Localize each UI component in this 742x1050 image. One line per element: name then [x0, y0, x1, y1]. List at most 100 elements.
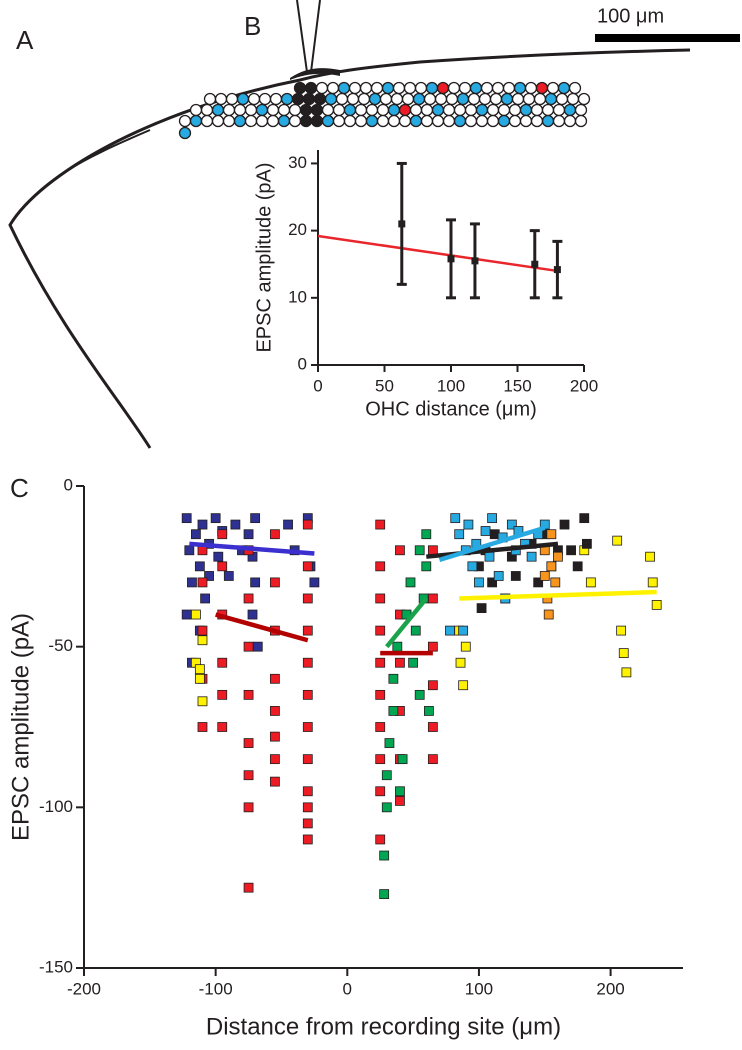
hair-cell — [310, 114, 324, 128]
hair-cell — [456, 92, 470, 106]
point — [252, 641, 263, 652]
fit-line — [317, 234, 558, 273]
hair-cell — [255, 103, 269, 117]
point — [572, 561, 583, 572]
y-tick-label: 20 — [288, 220, 307, 239]
fit-line — [459, 589, 657, 601]
point — [375, 593, 386, 604]
hair-cell — [541, 103, 555, 117]
hair-cell — [491, 81, 505, 95]
point — [553, 551, 563, 562]
point — [388, 706, 399, 716]
hair-cell — [464, 114, 478, 128]
x-tick-label: 0 — [313, 376, 322, 395]
point — [375, 561, 386, 572]
point — [531, 260, 539, 268]
hair-cell — [497, 103, 511, 117]
x-tick-label: -200 — [67, 979, 101, 998]
hair-cell — [434, 92, 448, 106]
hair-cell — [390, 92, 404, 106]
point — [250, 513, 261, 524]
point — [506, 519, 517, 530]
hair-cell — [343, 103, 357, 117]
hair-cell — [412, 92, 426, 106]
x-tick-label: -100 — [199, 979, 233, 998]
hair-cell — [321, 103, 335, 117]
point — [384, 738, 395, 748]
point — [302, 625, 313, 636]
point — [197, 722, 208, 732]
hair-cells — [178, 81, 591, 140]
point — [414, 545, 425, 556]
y-tick-label: 10 — [288, 287, 307, 306]
point — [375, 722, 386, 732]
point — [581, 538, 592, 549]
hair-cell — [313, 92, 327, 106]
hair-cell — [568, 81, 582, 95]
point — [487, 513, 498, 524]
hair-cell — [233, 103, 247, 117]
hair-cell — [315, 81, 329, 95]
hair-cell — [555, 92, 569, 106]
hair-cell — [533, 92, 547, 106]
point — [197, 696, 208, 707]
hair-cell — [431, 114, 445, 128]
point — [414, 689, 425, 700]
hair-cell — [178, 114, 192, 128]
fit-line — [438, 525, 546, 563]
point — [243, 802, 254, 813]
point — [217, 561, 228, 572]
hair-cell — [508, 114, 522, 128]
hair-cell — [442, 114, 456, 128]
hair-cell — [258, 92, 272, 106]
hair-cell — [354, 114, 368, 128]
point — [645, 551, 655, 562]
hair-cell — [288, 114, 302, 128]
point — [458, 625, 469, 636]
hair-cell — [469, 81, 483, 95]
hair-cell — [489, 92, 503, 106]
point — [421, 561, 432, 572]
point — [454, 529, 465, 540]
x-axis-label: Distance from recording site (μm) — [206, 1013, 561, 1040]
hair-cell — [392, 81, 406, 95]
point — [375, 519, 386, 530]
panel-label: C — [10, 473, 29, 503]
point — [621, 667, 632, 678]
hair-cell — [544, 92, 558, 106]
point — [283, 519, 293, 530]
point — [474, 577, 484, 588]
hair-cell — [299, 114, 313, 128]
hair-cell — [557, 81, 571, 95]
point — [471, 257, 479, 265]
point — [612, 535, 623, 546]
point — [269, 529, 280, 540]
point — [197, 519, 208, 530]
hair-cell — [381, 81, 395, 95]
hair-cell — [480, 81, 494, 95]
point — [223, 571, 234, 581]
hair-cell — [211, 103, 225, 117]
point — [467, 561, 478, 572]
x-tick-label: 0 — [343, 979, 352, 998]
hair-cell — [379, 92, 393, 106]
point — [269, 706, 280, 716]
point — [447, 255, 455, 263]
hair-cell — [574, 103, 588, 117]
hair-cell — [409, 114, 423, 128]
point — [395, 545, 405, 556]
point — [375, 689, 386, 700]
point — [375, 834, 386, 845]
hair-cell — [467, 92, 481, 106]
point — [398, 220, 406, 228]
hair-cell — [233, 114, 247, 128]
fit-line — [426, 541, 559, 559]
hair-cell — [497, 114, 511, 128]
point — [463, 519, 474, 530]
point — [546, 529, 557, 540]
fit-line — [385, 597, 429, 649]
hair-cell — [357, 92, 371, 106]
point — [550, 577, 561, 588]
hair-cell — [189, 103, 203, 117]
chart: B 0 50 100 150 200 0 10 20 30 OHC distance (μm) EPS… — [244, 11, 598, 420]
